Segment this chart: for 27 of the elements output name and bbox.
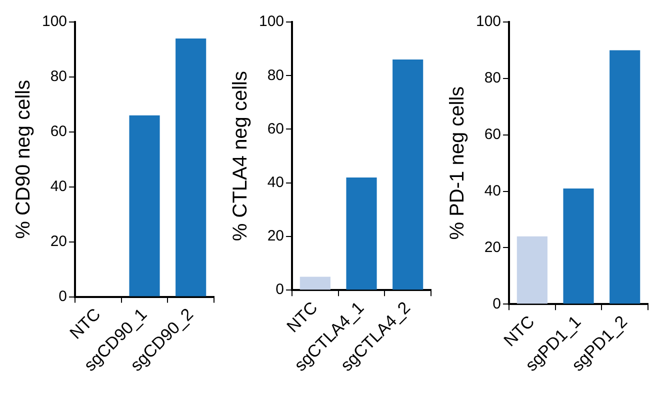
bar — [392, 60, 424, 290]
y-axis-title: % CD90 neg cells — [12, 80, 35, 239]
y-tick-label: 100 — [258, 13, 284, 30]
y-tick-label: 0 — [276, 281, 284, 298]
y-tick-label: 20 — [267, 228, 284, 245]
bar — [610, 50, 640, 304]
y-tick-label: 40 — [484, 182, 502, 200]
bar — [516, 236, 548, 304]
y-tick-label: 80 — [50, 68, 68, 86]
y-axis-title: % PD-1 neg cells — [446, 86, 469, 240]
bar — [300, 276, 330, 290]
y-tick-label: 60 — [484, 126, 502, 143]
y-tick-label: 80 — [484, 70, 502, 87]
y-tick-label: 0 — [58, 288, 68, 305]
y-axis-title: % CTLA4 neg cells — [230, 71, 252, 242]
y-tick-label: 20 — [50, 232, 68, 250]
y-tick-label: 100 — [42, 13, 68, 30]
y-tick-label: 80 — [267, 66, 284, 84]
bar — [346, 177, 377, 290]
y-tick-label: 40 — [267, 174, 284, 191]
y-tick-label: 0 — [492, 295, 502, 312]
y-tick-label: 100 — [476, 13, 502, 30]
bar — [563, 188, 594, 304]
y-tick-label: 60 — [267, 120, 284, 138]
y-tick-label: 20 — [484, 238, 502, 256]
y-tick-label: 40 — [50, 178, 68, 196]
y-tick-label: 60 — [50, 123, 68, 140]
